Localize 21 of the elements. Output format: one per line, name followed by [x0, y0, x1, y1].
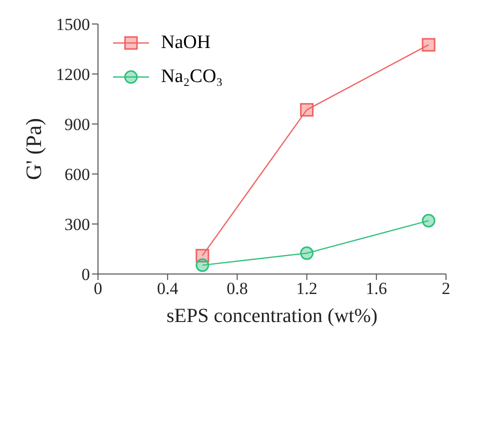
y-tick-label: 600: [64, 165, 90, 184]
y-tick-label: 300: [64, 215, 90, 234]
point: [300, 103, 314, 117]
legend-label: Na₂CO₃: [161, 66, 223, 88]
x-axis-title: sEPS concentration (wt%): [166, 305, 378, 327]
legend-label: NaOH: [161, 32, 211, 54]
x-tick-label: 1.2: [296, 279, 318, 298]
y-tick-label: 0: [82, 265, 90, 284]
x-tick-label: 0: [94, 279, 102, 298]
point: [196, 258, 210, 272]
y-axis-title: G' (Pa): [20, 118, 46, 180]
x-tick-label: 0.4: [156, 279, 179, 298]
point: [300, 246, 314, 260]
x-tick-label: 0.8: [226, 279, 248, 298]
y-tick-label: 900: [64, 115, 90, 134]
y-tick-label: 1200: [56, 65, 90, 84]
y-tick-label: 1500: [56, 15, 90, 34]
point: [422, 214, 436, 228]
x-tick-label: 2: [442, 279, 450, 298]
point: [422, 38, 436, 52]
x-tick-label: 1.6: [366, 279, 388, 298]
